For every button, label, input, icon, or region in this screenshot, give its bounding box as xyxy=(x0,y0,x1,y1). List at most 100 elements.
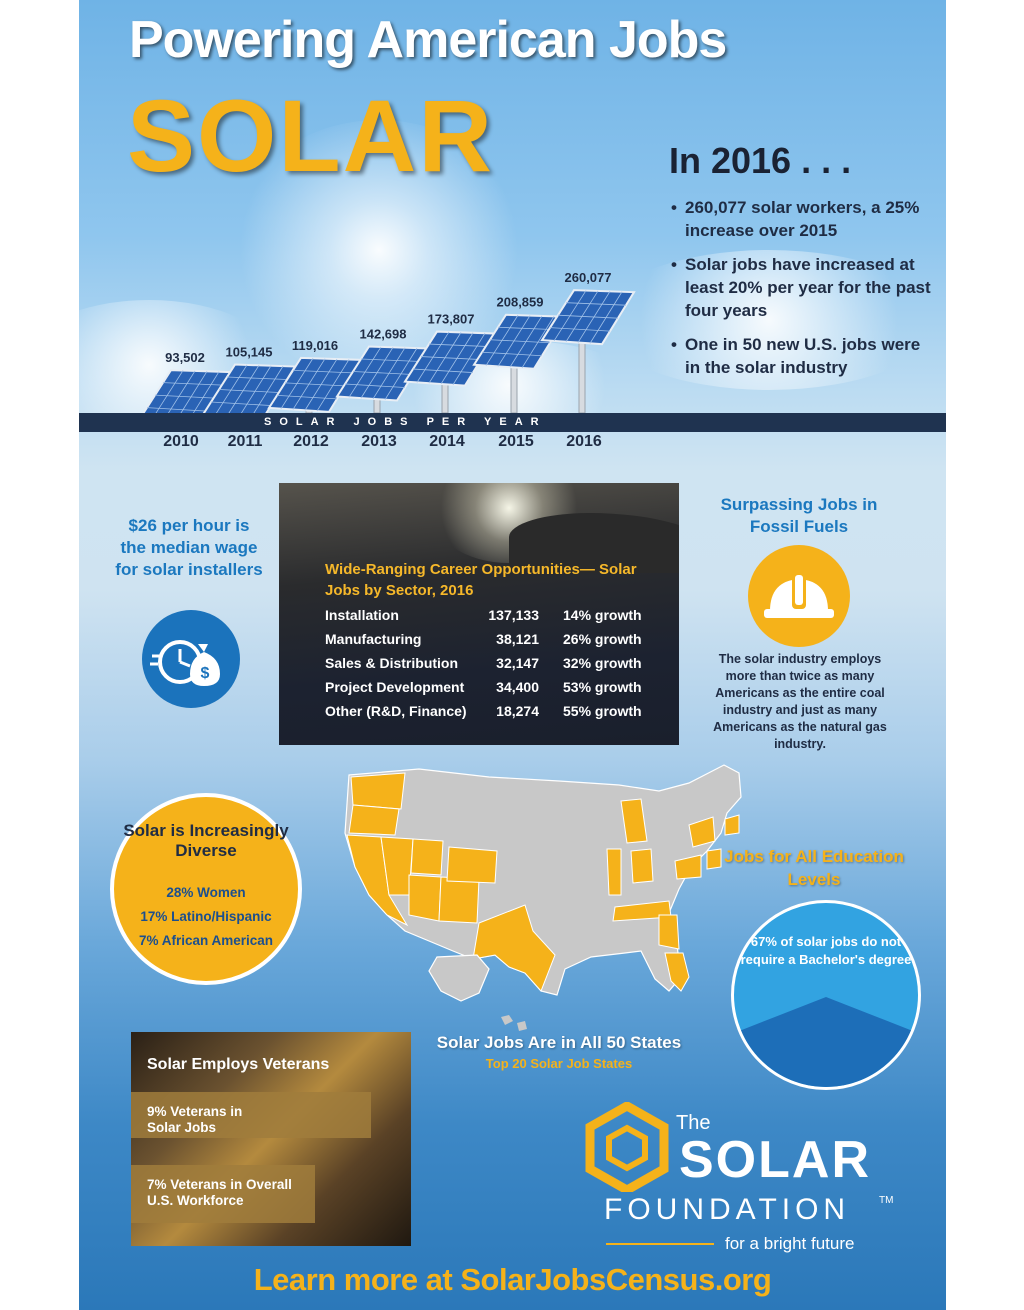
panel-gridline xyxy=(292,369,354,374)
state-highlight xyxy=(606,848,622,896)
panel-gridline xyxy=(352,371,414,375)
foundation-name-2: FOUNDATION xyxy=(604,1193,851,1226)
bar-value-label: 173,807 xyxy=(428,312,475,327)
state-highlight xyxy=(348,804,400,836)
sector-panel: Wide-Ranging Career Opportunities— Solar… xyxy=(279,483,679,745)
foundation-name: SOLAR xyxy=(679,1131,871,1189)
veterans-panel: Solar Employs Veterans 9% Veterans in So… xyxy=(131,1032,411,1246)
panel-gridline xyxy=(557,314,619,319)
panel-gridline xyxy=(497,315,531,367)
state-highlight xyxy=(620,798,648,844)
learn-more-link[interactable]: Learn more at SolarJobsCensus.org xyxy=(253,1262,772,1297)
panel-gridline xyxy=(162,382,224,386)
diversity-item: 7% African American xyxy=(138,933,274,948)
x-tick-label: 2010 xyxy=(163,433,199,450)
panel-gridline xyxy=(292,358,326,410)
state-highlight xyxy=(350,772,406,810)
panel-gridline xyxy=(146,407,208,412)
solar-heading: SOLAR xyxy=(127,79,494,193)
hawaii xyxy=(501,1015,527,1031)
veterans-stat-bar: 9% Veterans in Solar Jobs xyxy=(131,1092,371,1138)
wage-text: $26 per hour is the median wage for sola… xyxy=(115,516,263,579)
panel-gridline xyxy=(589,291,623,344)
trademark-mark: TM xyxy=(879,1195,894,1206)
panel-gridline xyxy=(360,358,422,362)
panel-gridline xyxy=(384,347,418,400)
diversity-list: 28% Women 17% Latino/Hispanic 7% African… xyxy=(114,885,298,957)
veterans-stat-bar: 7% Veterans in Overall U.S. Workforce xyxy=(131,1165,315,1223)
sector-jobs: 137,133 xyxy=(488,607,539,623)
panel-gridline xyxy=(348,346,382,398)
summary-heading: In 2016 . . . xyxy=(669,140,852,181)
diversity-title: Solar is Increasingly Diverse xyxy=(123,821,289,860)
foundation-the: The xyxy=(676,1112,711,1134)
panel-gridline xyxy=(280,358,314,409)
state-highlight xyxy=(658,914,680,950)
solar-jobs-chart: 93,502 105,145 119,016 142,698 173,807 208,85… xyxy=(137,270,636,426)
panel-gridline xyxy=(481,351,543,357)
veterans-title: Solar Employs Veterans xyxy=(147,1056,330,1073)
panel-gridline xyxy=(485,314,519,366)
x-axis-label: SOLAR JOBS PER YEAR xyxy=(264,416,547,428)
sector-jobs: 34,400 xyxy=(496,679,539,695)
sector-row: Sales & Distribution 32,147 32% growth xyxy=(325,655,655,679)
tagline-rule xyxy=(606,1243,714,1245)
summary-list: 260,077 solar workers, a 25% increase ov… xyxy=(671,196,936,390)
bar-value-label: 93,502 xyxy=(165,350,205,365)
panel-gridline xyxy=(214,364,248,416)
state-highlight xyxy=(630,848,654,884)
panel-gridline xyxy=(372,347,406,400)
panel-gridline xyxy=(344,383,406,388)
panel-gridline xyxy=(428,343,490,347)
panel-gridline xyxy=(412,368,474,373)
sector-growth: 55% growth xyxy=(563,703,642,719)
sector-name: Sales & Distribution xyxy=(325,655,459,671)
veterans-stat: 9% Veterans in Solar Jobs xyxy=(147,1104,243,1135)
state-highlight xyxy=(664,952,690,992)
infographic: Powering American Jobs SOLAR 93,502 105,1… xyxy=(79,0,946,1310)
panel-gridline xyxy=(360,347,394,399)
sector-row: Installation 137,133 14% growth xyxy=(325,607,655,631)
panel-gridline xyxy=(150,370,184,422)
state-highlight xyxy=(410,838,444,876)
sector-table: Installation 137,133 14% growth Manufact… xyxy=(325,607,655,727)
hexagon-logo-icon xyxy=(585,1102,669,1192)
panel-gridline xyxy=(226,376,288,380)
us-map xyxy=(329,755,769,1040)
education-text: 67% of solar jobs do not require a Bache… xyxy=(740,934,912,967)
education-pie-slice xyxy=(734,997,918,1087)
svg-text:$: $ xyxy=(201,665,210,682)
x-axis-ticks: 2010 2011 2012 2013 2014 2015 2016 xyxy=(79,433,946,457)
panel-gridline xyxy=(218,389,280,393)
sector-name: Installation xyxy=(325,607,399,623)
panel-gridline xyxy=(565,290,599,342)
main-title: Powering American Jobs xyxy=(129,11,727,69)
clock-money-bag-icon: $ xyxy=(142,610,240,708)
panel-gridline xyxy=(452,332,486,385)
state-highlight xyxy=(438,876,480,924)
foundation-tagline: for a bright future xyxy=(725,1234,855,1253)
summary-bullet: Solar jobs have increased at least 20% p… xyxy=(671,253,936,322)
bar-value-label: 119,016 xyxy=(292,338,338,353)
diversity-item: 28% Women xyxy=(166,885,246,900)
education-pie: 67% of solar jobs do not require a Bache… xyxy=(731,900,921,1090)
panel-gridline xyxy=(553,290,587,342)
hill-silhouette xyxy=(509,513,679,573)
panel-gridline xyxy=(420,356,482,360)
x-tick-label: 2011 xyxy=(227,433,263,450)
sector-jobs: 32,147 xyxy=(496,655,539,671)
panel-gridline xyxy=(210,401,272,406)
panel-gridline xyxy=(428,332,462,384)
state-highlight xyxy=(408,874,442,922)
state-highlight xyxy=(674,854,702,880)
panel-gridline xyxy=(304,358,338,411)
sector-title: Wide-Ranging Career Opportunities— Solar… xyxy=(325,561,637,599)
summary-bullet: One in 50 new U.S. jobs were in the sola… xyxy=(671,333,936,379)
fossil-title: Surpassing Jobs in Fossil Fuels xyxy=(720,495,878,536)
panel-gridline xyxy=(416,331,450,383)
x-tick-label: 2016 xyxy=(566,433,602,450)
x-tick-label: 2013 xyxy=(361,433,397,450)
panel-gridline xyxy=(284,382,346,387)
panel-gridline xyxy=(154,394,216,399)
sector-jobs: 38,121 xyxy=(496,631,539,647)
